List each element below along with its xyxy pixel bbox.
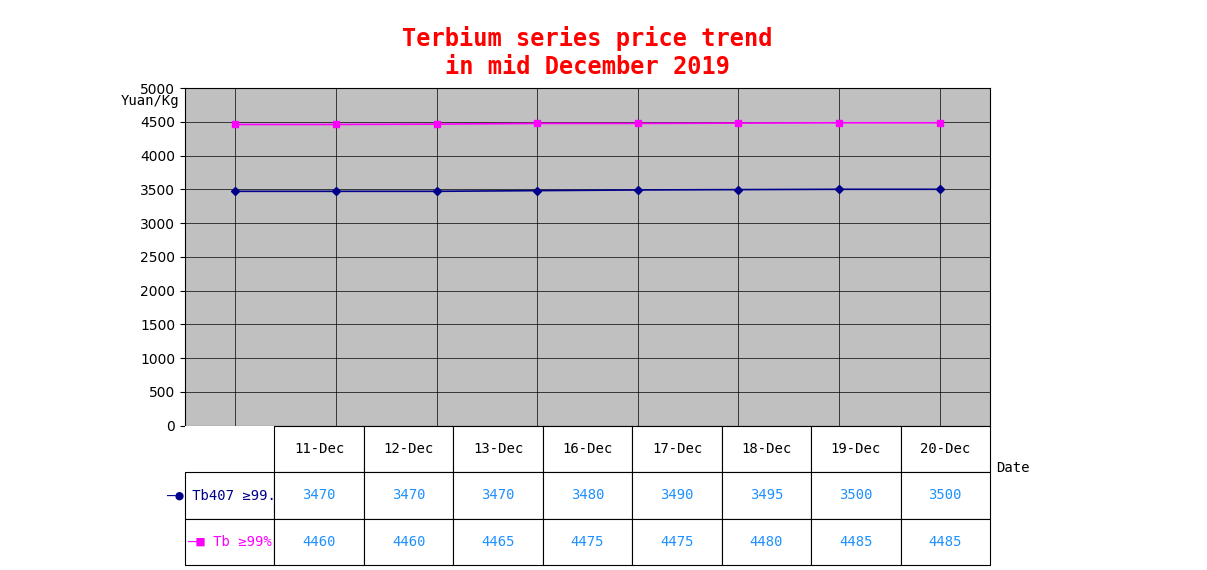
- Text: Date: Date: [996, 461, 1030, 475]
- Text: Yuan/Kg: Yuan/Kg: [121, 93, 179, 108]
- Title: Terbium series price trend
in mid December 2019: Terbium series price trend in mid Decemb…: [402, 26, 772, 79]
